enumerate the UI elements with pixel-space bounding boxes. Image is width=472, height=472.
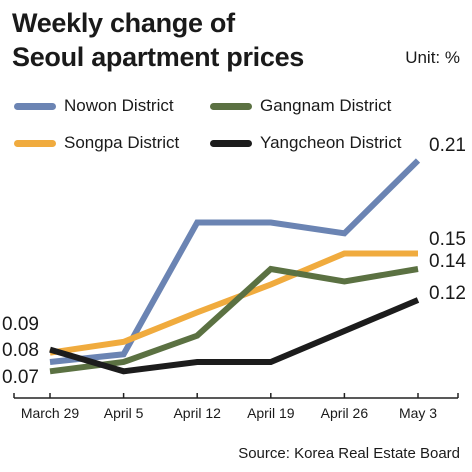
start-label-0: 0.09 [2,314,39,335]
chart-title: Weekly change of Seoul apartment prices [12,6,304,74]
series-line-gangnam [49,265,419,375]
x-tick-label-2: April 12 [173,405,221,421]
legend-label-gangnam: Gangnam District [260,96,392,115]
legend-label-nowon: Nowon District [64,96,174,115]
legend-label-songpa: Songpa District [64,133,180,152]
end-label-1: 0.15 [429,229,466,250]
x-tick-label-4: April 26 [321,405,369,421]
legend-item-songpa: Songpa District [14,133,179,153]
series-line-nowon [49,158,421,365]
start-label-2: 0.07 [2,367,39,388]
chart-title-line-1: Weekly change of [12,8,235,38]
legend-swatch-songpa [14,139,56,147]
x-tick-label-5: May 3 [399,405,437,421]
legend-swatch-gangnam [210,102,252,110]
legend: Nowon District Gangnam District Songpa D… [14,96,464,160]
chart-title-line-2: Seoul apartment prices [12,42,304,72]
legend-label-yangcheon: Yangcheon District [260,133,402,152]
unit-label: Unit: % [405,48,460,67]
legend-item-nowon: Nowon District [14,96,174,116]
x-tick-label-3: April 19 [247,405,295,421]
source-note: Source: Korea Real Estate Board [238,445,460,462]
end-label-3: 0.12 [429,283,466,304]
x-tick-label-1: April 5 [104,405,144,421]
end-label-0: 0.21 [429,135,466,156]
legend-swatch-yangcheon [210,139,252,147]
series-line-yangcheon [49,297,420,375]
legend-item-gangnam: Gangnam District [210,96,391,116]
x-tick-label-0: March 29 [21,405,80,421]
legend-swatch-nowon [14,102,56,110]
start-label-1: 0.08 [2,340,39,361]
legend-item-yangcheon: Yangcheon District [210,133,401,153]
end-label-2: 0.14 [429,251,466,272]
